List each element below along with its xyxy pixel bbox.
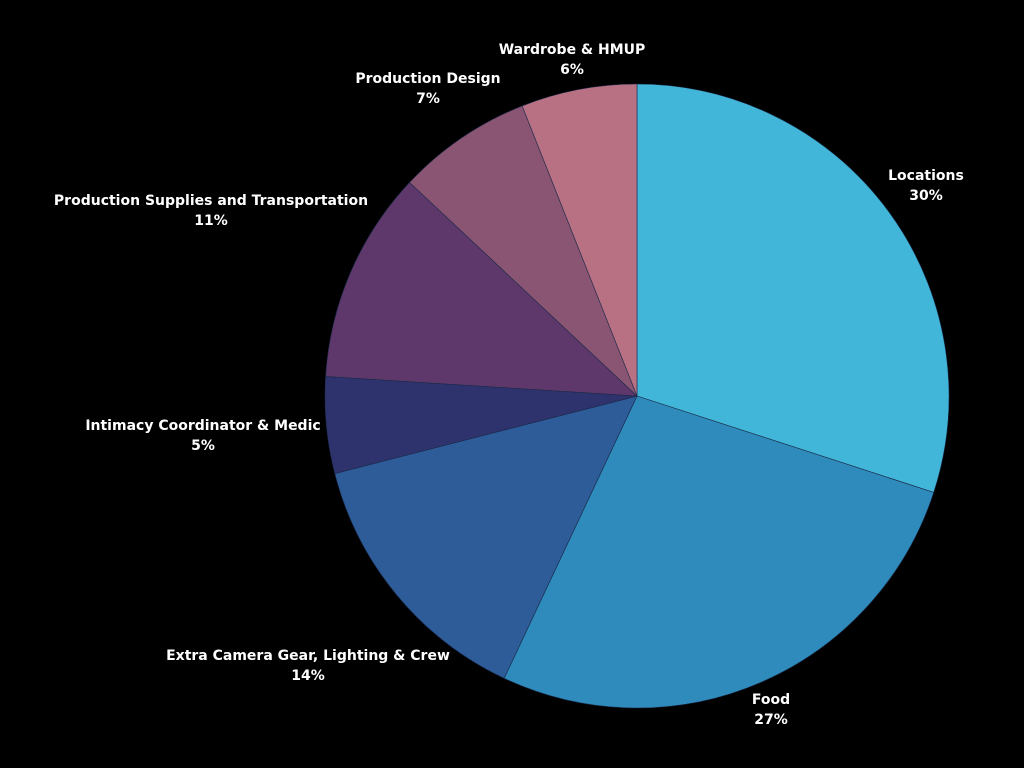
pie-labels: Locations 30% Food 27% Extra Camera Gear, Li… <box>54 42 964 728</box>
pie-slice-extra-camera-gear-lighting-crew <box>334 395 638 679</box>
slice-percent-intimacy-coordinator-medic: 5% <box>191 438 215 454</box>
slice-percent-production-supplies-and-transportation: 11% <box>194 213 228 229</box>
slice-percent-extra-camera-gear-lighting-crew: 14% <box>291 668 325 684</box>
slice-label-production-supplies-and-transportation: Production Supplies and Transportation <box>54 193 368 209</box>
pie-slice-production-design <box>409 105 638 397</box>
pie-slice-wardrobe-hmup <box>521 83 638 397</box>
slice-label-wardrobe-hmup: Wardrobe & HMUP <box>499 42 646 58</box>
slice-label-locations: Locations <box>888 168 964 184</box>
slice-percent-locations: 30% <box>909 188 943 204</box>
slice-percent-wardrobe-hmup: 6% <box>560 62 584 78</box>
pie-slice-food <box>503 395 935 709</box>
slice-label-intimacy-coordinator-medic: Intimacy Coordinator & Medic <box>85 418 320 434</box>
pie-slices <box>324 83 950 709</box>
slice-percent-production-design: 7% <box>416 91 440 107</box>
slice-percent-food: 27% <box>754 712 788 728</box>
pie-slice-production-supplies-and-transportation <box>325 181 638 397</box>
slice-label-food: Food <box>752 692 790 708</box>
slice-label-production-design: Production Design <box>355 71 500 87</box>
slice-label-extra-camera-gear-lighting-crew: Extra Camera Gear, Lighting & Crew <box>166 648 450 664</box>
pie-slice-locations <box>636 83 950 493</box>
